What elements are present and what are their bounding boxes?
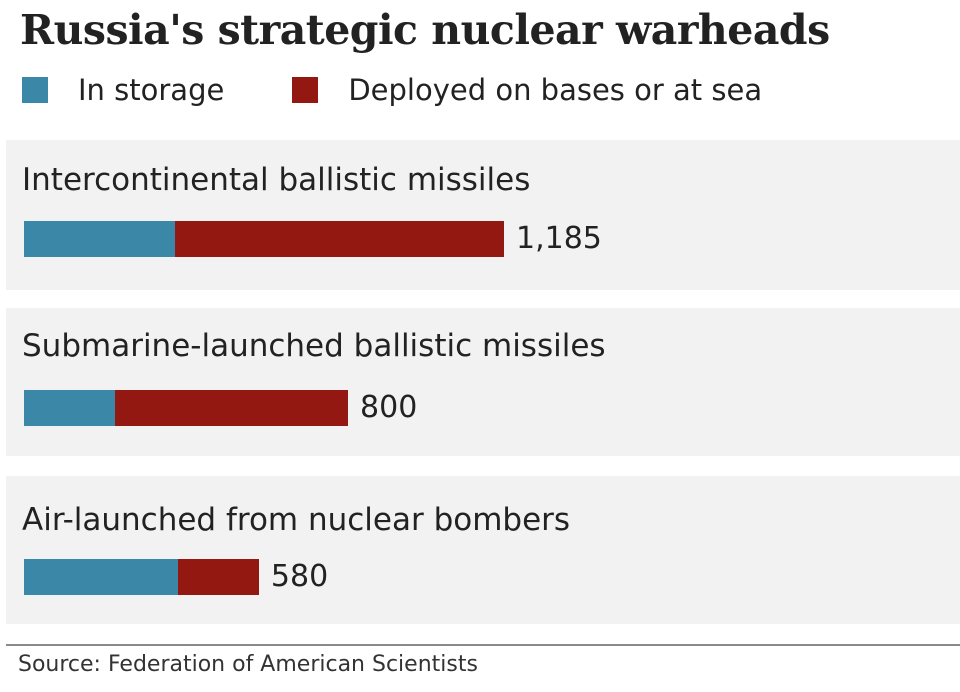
chart-panel-slbm: Submarine-launched ballistic missiles 80… bbox=[6, 308, 960, 456]
legend-item-deployed: Deployed on bases or at sea bbox=[292, 73, 762, 107]
category-label: Air-launched from nuclear bombers bbox=[22, 502, 571, 538]
bar-total-label: 1,185 bbox=[516, 221, 602, 256]
bar-segment-deployed bbox=[115, 390, 349, 426]
legend: In storage Deployed on bases or at sea bbox=[22, 72, 762, 108]
bar-row: 800 bbox=[24, 390, 924, 426]
legend-label-storage: In storage bbox=[78, 73, 225, 107]
chart-title: Russia's strategic nuclear warheads bbox=[20, 6, 830, 54]
source-note: Source: Federation of American Scientist… bbox=[18, 652, 478, 677]
legend-swatch-deployed bbox=[292, 77, 319, 103]
bar-total-label: 580 bbox=[270, 559, 329, 594]
bar-row: 580 bbox=[24, 559, 924, 595]
bar-total-label: 800 bbox=[360, 390, 418, 425]
bar-segment-deployed bbox=[175, 221, 504, 257]
legend-label-deployed: Deployed on bases or at sea bbox=[348, 73, 763, 107]
bar-segment-storage bbox=[24, 390, 116, 426]
chart-panel-bombers: Air-launched from nuclear bombers 580 bbox=[6, 476, 960, 624]
bar-segment-storage bbox=[24, 559, 178, 595]
legend-item-storage: In storage bbox=[22, 73, 224, 107]
legend-swatch-storage bbox=[22, 77, 48, 103]
bar-segment-deployed bbox=[177, 559, 259, 595]
divider bbox=[6, 644, 960, 646]
category-label: Intercontinental ballistic missiles bbox=[22, 162, 531, 198]
bar-segment-storage bbox=[24, 221, 176, 257]
category-label: Submarine-launched ballistic missiles bbox=[22, 328, 606, 364]
chart-panel-icbm: Intercontinental ballistic missiles 1,18… bbox=[6, 140, 960, 290]
bar-row: 1,185 bbox=[24, 221, 924, 257]
